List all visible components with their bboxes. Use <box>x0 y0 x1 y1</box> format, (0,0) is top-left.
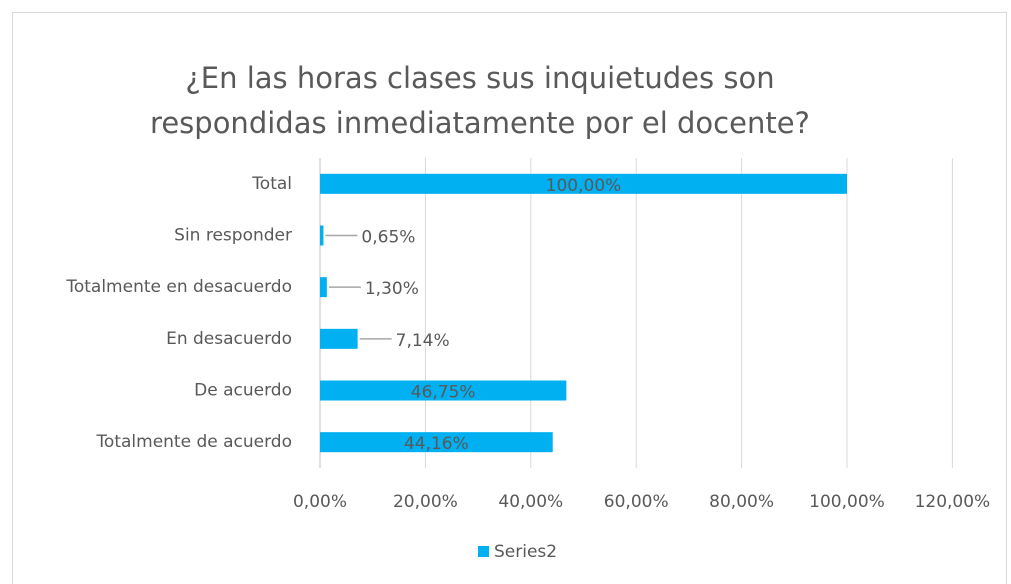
y-tick-label: De acuerdo <box>194 381 292 401</box>
y-tick-label: Totalmente en desacuerdo <box>65 277 292 297</box>
bar <box>320 432 553 453</box>
data-label: 46,75% <box>411 383 476 403</box>
bar <box>320 380 567 401</box>
x-tick-label: 120,00% <box>915 492 991 512</box>
data-label: 100,00% <box>546 176 622 196</box>
data-label: 1,30% <box>365 279 419 299</box>
bar <box>320 225 324 246</box>
y-tick-label: En desacuerdo <box>166 329 292 349</box>
bar <box>320 328 358 349</box>
chart-title: ¿En las horas clases sus inquietudes son <box>185 61 774 95</box>
data-label: 7,14% <box>396 331 450 351</box>
x-tick-label: 80,00% <box>709 492 774 512</box>
x-tick-label: 20,00% <box>393 492 458 512</box>
legend-label: Series2 <box>494 542 557 562</box>
bar <box>320 173 847 194</box>
y-tick-label: Total <box>251 174 292 194</box>
data-label: 0,65% <box>361 228 415 248</box>
legend-swatch <box>478 546 489 557</box>
y-tick-label: Totalmente de acuerdo <box>95 432 292 452</box>
chart-frame <box>12 12 1007 584</box>
y-tick-label: Sin responder <box>174 226 292 246</box>
x-tick-label: 60,00% <box>604 492 669 512</box>
data-label: 44,16% <box>404 434 469 454</box>
x-tick-label: 0,00% <box>293 492 347 512</box>
chart-title: respondidas inmediatamente por el docent… <box>150 106 810 140</box>
x-tick-label: 100,00% <box>809 492 885 512</box>
x-tick-label: 40,00% <box>498 492 563 512</box>
bar <box>320 277 327 298</box>
